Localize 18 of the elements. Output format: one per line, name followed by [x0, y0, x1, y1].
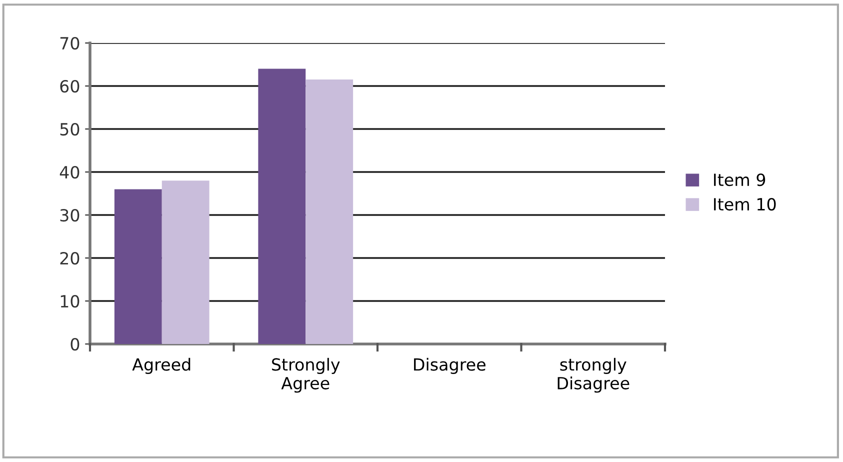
x-tick-label: strongly Disagree	[558, 358, 630, 393]
y-tick-label: 0	[70, 338, 80, 351]
y-tick-label: 60	[60, 80, 80, 93]
y-tick-label: 10	[60, 294, 80, 308]
x-tick-label: Disagree	[414, 358, 486, 374]
y-tick-label: 20	[60, 252, 80, 265]
bar	[162, 180, 210, 344]
bar	[258, 68, 306, 344]
x-tick-label: Agreed	[132, 358, 190, 374]
y-tick-label: 50	[60, 122, 80, 136]
y-tick-label: 40	[60, 166, 80, 179]
x-tick-label: Strongly Agree	[272, 358, 340, 393]
bar	[114, 189, 162, 344]
y-tick-label: 30	[60, 208, 80, 222]
bar	[306, 80, 354, 344]
legend-label: Item 9	[714, 173, 766, 186]
y-tick-label: 70	[60, 36, 80, 50]
legend-label: Item 10	[714, 198, 776, 211]
